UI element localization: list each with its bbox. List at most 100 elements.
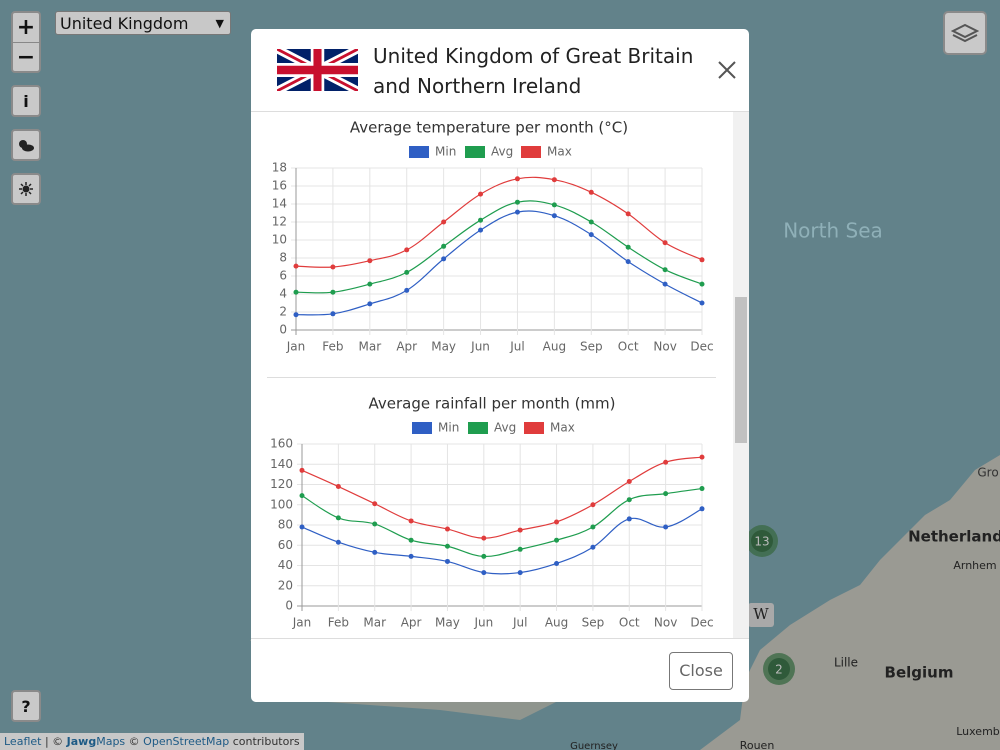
series-line (295, 176, 703, 268)
cluster[interactable] (768, 658, 790, 680)
x-tick-label: Apr (401, 616, 422, 630)
x-tick-label: Jan (292, 616, 312, 630)
point (588, 232, 594, 238)
legend-label: Min (435, 145, 456, 159)
sun-button[interactable] (11, 173, 41, 205)
modal-title: United Kingdom of Great Britain and Nort… (373, 44, 694, 98)
point (408, 553, 414, 559)
point (699, 506, 705, 512)
y-tick-label: 0 (285, 599, 293, 613)
point (554, 519, 560, 525)
legend-label: Avg (494, 421, 516, 435)
country-select[interactable]: United Kingdom ▼ (55, 11, 231, 35)
close-button[interactable]: Close (669, 652, 733, 690)
point (699, 454, 705, 460)
x-tick-label: Aug (543, 340, 566, 354)
zoom-in[interactable]: + (13, 13, 39, 43)
legend-label: Max (547, 145, 572, 159)
x-tick-label: Mar (363, 616, 386, 630)
point (517, 570, 523, 576)
zoom-control: + − (11, 11, 41, 73)
y-tick-label: 20 (278, 578, 293, 592)
point (367, 301, 373, 307)
y-tick-label: 18 (272, 161, 287, 175)
close-x[interactable] (717, 60, 737, 80)
x-tick-label: Sep (580, 340, 603, 354)
map-label: Guernsey (570, 741, 618, 750)
x-tick-label: Jul (512, 616, 527, 630)
x-tick-label: Oct (618, 340, 639, 354)
point (367, 281, 373, 287)
x-tick-label: May (435, 616, 460, 630)
cluster[interactable] (751, 530, 773, 552)
scroll-thumb[interactable] (735, 297, 747, 443)
chart: Average rainfall per month (mm) Min Avg Max… (270, 395, 714, 630)
point (663, 524, 669, 530)
point (441, 243, 447, 249)
modal-body: Average temperature per month (°C) Min Avg… (251, 111, 749, 639)
point (590, 502, 596, 508)
legend-swatch (465, 146, 485, 158)
legend-label: Avg (491, 145, 513, 159)
x-tick-label: Oct (619, 616, 640, 630)
point (478, 227, 484, 233)
point (372, 521, 378, 527)
point (699, 300, 705, 306)
point (335, 484, 341, 490)
select-value: United Kingdom (60, 14, 189, 33)
point (517, 527, 523, 533)
point (372, 501, 378, 507)
point (662, 267, 668, 273)
jawg-bold: Jawg (66, 735, 97, 748)
attribution-text: © (128, 735, 140, 748)
point (663, 459, 669, 465)
y-tick-label: 2 (279, 305, 287, 319)
y-tick-label: 0 (279, 323, 287, 337)
point (551, 213, 557, 219)
layers-icon (951, 23, 979, 43)
osm-link[interactable]: OpenStreetMap (143, 735, 230, 748)
zoom-out[interactable]: − (16, 44, 36, 70)
info-button[interactable]: i (11, 85, 41, 117)
point (335, 539, 341, 545)
series-line (295, 210, 703, 316)
point (517, 546, 523, 552)
help-button[interactable]: ? (11, 690, 41, 722)
point (299, 524, 305, 530)
layers-button[interactable] (943, 11, 987, 55)
cluster-count: 2 (775, 663, 783, 677)
y-tick-label: 100 (270, 497, 293, 511)
wiki-marker-bg (748, 603, 774, 627)
scrollbar[interactable] (733, 112, 749, 638)
point (299, 493, 305, 499)
attribution-text: contributors (232, 735, 300, 748)
map-label: Gro (977, 466, 998, 480)
weather-button[interactable] (11, 129, 41, 161)
point (626, 516, 632, 522)
x-tick-label: Jun (470, 340, 490, 354)
point (444, 543, 450, 549)
legend-swatch (524, 422, 544, 434)
point (408, 537, 414, 543)
attribution-text: | © (44, 735, 64, 748)
point (330, 264, 336, 270)
y-tick-label: 80 (278, 518, 293, 532)
point (662, 240, 668, 246)
y-tick-label: 120 (270, 477, 293, 491)
map-label: Belgium (885, 664, 954, 682)
point (699, 257, 705, 263)
jawg-link[interactable]: JawgMaps (67, 735, 126, 748)
chart: Average temperature per month (°C) Min Avg… (272, 119, 714, 354)
x-tick-label: Sep (582, 616, 605, 630)
x-tick-label: Apr (396, 340, 417, 354)
point (699, 281, 705, 287)
point (663, 491, 669, 497)
x-tick-label: Dec (690, 340, 713, 354)
point (514, 199, 520, 205)
point (481, 553, 487, 559)
leaflet-link[interactable]: Leaflet (4, 735, 42, 748)
point (588, 219, 594, 225)
series-line (295, 200, 703, 294)
point (554, 537, 560, 543)
